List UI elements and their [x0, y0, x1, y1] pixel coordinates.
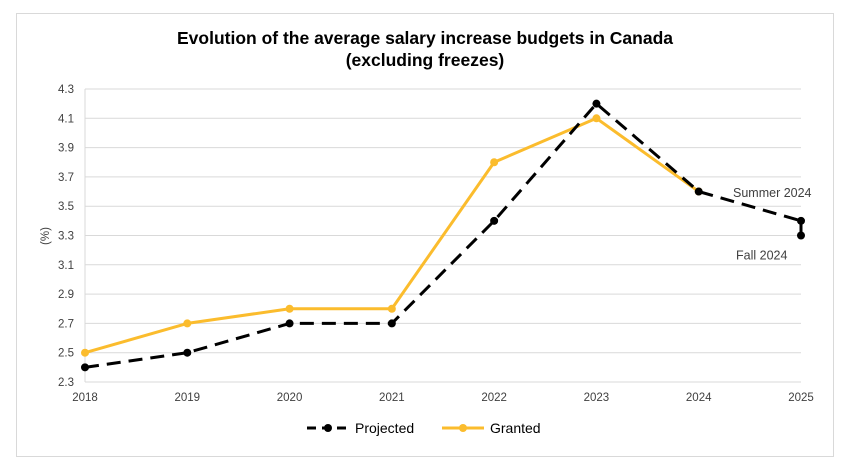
data-point-projected: [183, 348, 192, 357]
data-point-granted: [285, 304, 294, 313]
x-tick-label: 2022: [481, 392, 507, 404]
y-axis-label: (%): [40, 227, 52, 245]
annotation-fall-2024: Fall 2024: [736, 249, 787, 263]
y-tick-label: 2.9: [58, 289, 74, 301]
data-point-projected: [387, 319, 396, 328]
chart-frame: [16, 13, 834, 457]
x-tick-label: 2019: [174, 392, 200, 404]
data-point-granted: [183, 319, 192, 328]
data-point-projected: [490, 216, 499, 225]
chart-subtitle: (excluding freezes): [346, 50, 505, 70]
data-point-projected: [285, 319, 294, 328]
x-tick-label: 2020: [277, 392, 303, 404]
x-tick-label: 2025: [788, 392, 814, 404]
annotation-summer-2024: Summer 2024: [733, 186, 812, 200]
series-line-projected: [84, 102, 802, 369]
data-point-projected: [694, 187, 703, 196]
x-tick-label: 2023: [584, 392, 610, 404]
data-point-projected-fall: [797, 231, 805, 240]
chart-title: Evolution of the average salary increase…: [177, 28, 673, 48]
y-tick-label: 4.1: [58, 113, 74, 125]
data-point-projected: [81, 363, 89, 372]
legend-label-projected: Projected: [355, 420, 414, 436]
data-point-granted: [592, 114, 601, 123]
data-point-projected: [592, 99, 601, 108]
data-point-granted: [81, 348, 89, 357]
y-tick-label: 3.9: [58, 143, 74, 155]
y-tick-label: 3.1: [58, 260, 74, 272]
legend-marker-granted: [459, 424, 467, 432]
x-tick-label: 2024: [686, 392, 712, 404]
legend-label-granted: Granted: [490, 420, 541, 436]
x-tick-label: 2021: [379, 392, 405, 404]
y-tick-label: 2.7: [58, 318, 74, 330]
y-tick-label: 4.3: [58, 84, 74, 96]
y-tick-label: 3.7: [58, 172, 74, 184]
y-tick-label: 2.5: [58, 348, 74, 360]
y-tick-label: 3.3: [58, 231, 74, 243]
legend-marker-projected: [324, 424, 332, 432]
data-point-granted: [490, 158, 499, 167]
x-tick-label: 2018: [72, 392, 98, 404]
data-point-granted: [387, 304, 396, 313]
y-tick-label: 3.5: [58, 201, 74, 213]
y-tick-label: 2.3: [58, 377, 74, 389]
